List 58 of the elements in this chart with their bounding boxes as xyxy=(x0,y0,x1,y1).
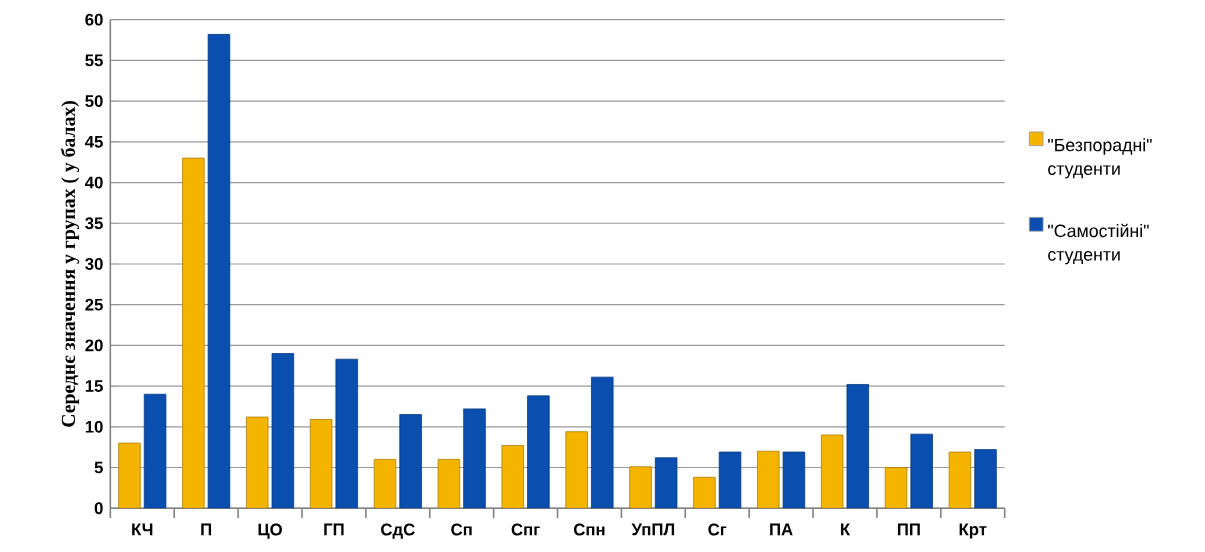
bar xyxy=(501,445,524,509)
bar xyxy=(718,451,742,509)
x-tick-label: КЧ xyxy=(132,523,153,536)
y-axis-title: Середнє значення у групах ( у балах) xyxy=(60,101,80,427)
y-tick-label: 10 xyxy=(85,421,103,433)
y-tick-label: 15 xyxy=(85,380,103,393)
y-tick-label: 20 xyxy=(85,339,103,352)
x-tick-label: СдС xyxy=(381,523,415,539)
y-tick-label: 60 xyxy=(85,13,103,26)
y-tick-label: 0 xyxy=(94,502,103,515)
bar xyxy=(271,353,295,509)
x-tick-label: П xyxy=(201,523,212,536)
bar xyxy=(437,459,461,509)
x-tick-label: ГП xyxy=(324,523,344,536)
bar xyxy=(246,416,269,509)
bar xyxy=(820,434,844,509)
legend-label: "Безпорадні" студенти xyxy=(1048,138,1152,179)
y-tick-label: 25 xyxy=(85,298,103,311)
bar xyxy=(565,431,588,509)
y-tick-label: 35 xyxy=(85,217,103,230)
y-tick-label: 40 xyxy=(85,176,103,189)
x-tick-label: Сп xyxy=(451,523,472,536)
x-tick-label: Сг xyxy=(708,523,727,536)
bar xyxy=(591,376,614,509)
bar xyxy=(884,467,908,509)
bar xyxy=(910,433,933,509)
x-tick-label: Крт xyxy=(959,523,987,539)
y-tick-label: 5 xyxy=(94,461,103,474)
bar xyxy=(693,477,716,509)
x-tick-label: ЦО xyxy=(258,523,282,539)
bar xyxy=(463,408,486,509)
bar xyxy=(335,359,358,509)
bar xyxy=(143,394,167,509)
y-tick-label: 50 xyxy=(85,95,103,108)
bar xyxy=(974,449,997,509)
bar xyxy=(182,157,205,509)
y-tick-label: 55 xyxy=(85,54,103,67)
legend-label: "Самостійні" студенти xyxy=(1048,224,1149,265)
bar xyxy=(373,459,397,509)
y-tick-label: 45 xyxy=(85,136,103,148)
y-tick-label: 30 xyxy=(85,258,103,271)
x-tick-label: УпПЛ xyxy=(631,523,675,536)
bar xyxy=(757,451,780,509)
x-tick-label: Спн xyxy=(573,523,605,536)
x-tick-label: К xyxy=(840,523,851,536)
bar xyxy=(948,451,972,509)
bar xyxy=(629,466,652,509)
bar xyxy=(654,457,678,509)
x-tick-label: ПА xyxy=(770,523,793,536)
bar xyxy=(118,442,141,509)
bar xyxy=(309,419,333,509)
x-tick-label: ПП xyxy=(897,523,920,536)
bar xyxy=(782,451,806,509)
bar xyxy=(846,384,870,509)
bar xyxy=(399,414,422,509)
bar xyxy=(207,34,231,509)
bar xyxy=(527,395,550,509)
x-tick-label: Спг xyxy=(511,523,540,536)
